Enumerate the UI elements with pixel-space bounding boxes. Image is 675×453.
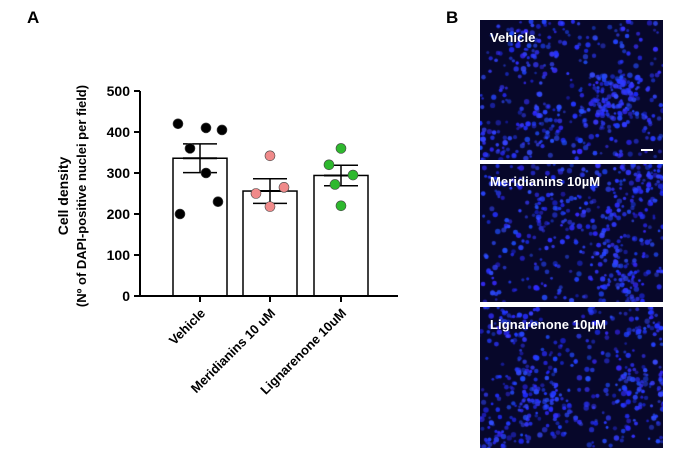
data-point: [200, 122, 212, 134]
micrograph-label: Lignarenone 10µM: [490, 317, 606, 332]
data-point: [323, 159, 335, 171]
data-point: [264, 150, 276, 162]
data-point: [250, 188, 262, 199]
y-tick-label: 100: [107, 247, 131, 263]
y-tick-label: 500: [107, 83, 131, 99]
data-point: [212, 196, 224, 207]
micrograph-vehicle: Vehicle: [480, 20, 663, 160]
data-point: [184, 143, 196, 154]
data-point: [264, 201, 276, 212]
nuclei-image: [480, 20, 663, 160]
data-point: [216, 124, 228, 136]
y-axis-label-line1: Cell density: [55, 157, 71, 236]
x-tick-label: Vehicle: [166, 306, 208, 348]
data-point: [172, 118, 184, 130]
data-point: [200, 167, 212, 179]
data-point: [278, 182, 290, 193]
bar-0: [172, 157, 228, 297]
y-tick-label: 300: [107, 165, 131, 181]
micrograph-lignarenone: Lignarenone 10µM: [480, 307, 663, 448]
y-tick-label: 0: [122, 288, 130, 304]
nuclei-image: [480, 307, 663, 448]
data-point: [335, 200, 347, 212]
data-point: [335, 143, 347, 154]
data-point: [329, 179, 341, 190]
data-point: [174, 208, 186, 220]
y-tick-label: 400: [107, 124, 131, 140]
bar-chart: Cell density (Nº of DAPI-positive nuclei…: [55, 83, 398, 397]
panel-letter-b: B: [446, 8, 459, 27]
scale-bar: [641, 149, 653, 151]
micrograph-label: Meridianins 10µM: [490, 174, 601, 189]
micrograph-meridianins: Meridianins 10µM: [480, 164, 663, 302]
nuclei-image: [480, 164, 663, 302]
y-tick-label: 200: [107, 206, 131, 222]
bar-2: [313, 174, 369, 297]
micrograph-label: Vehicle: [490, 30, 536, 45]
y-axis-label: Cell density (Nº of DAPI-positive nuclei…: [55, 85, 89, 307]
data-point: [347, 169, 359, 181]
panel-letter-a: A: [27, 8, 40, 27]
y-axis-label-line2: (Nº of DAPI-positive nuclei per field): [74, 85, 89, 307]
